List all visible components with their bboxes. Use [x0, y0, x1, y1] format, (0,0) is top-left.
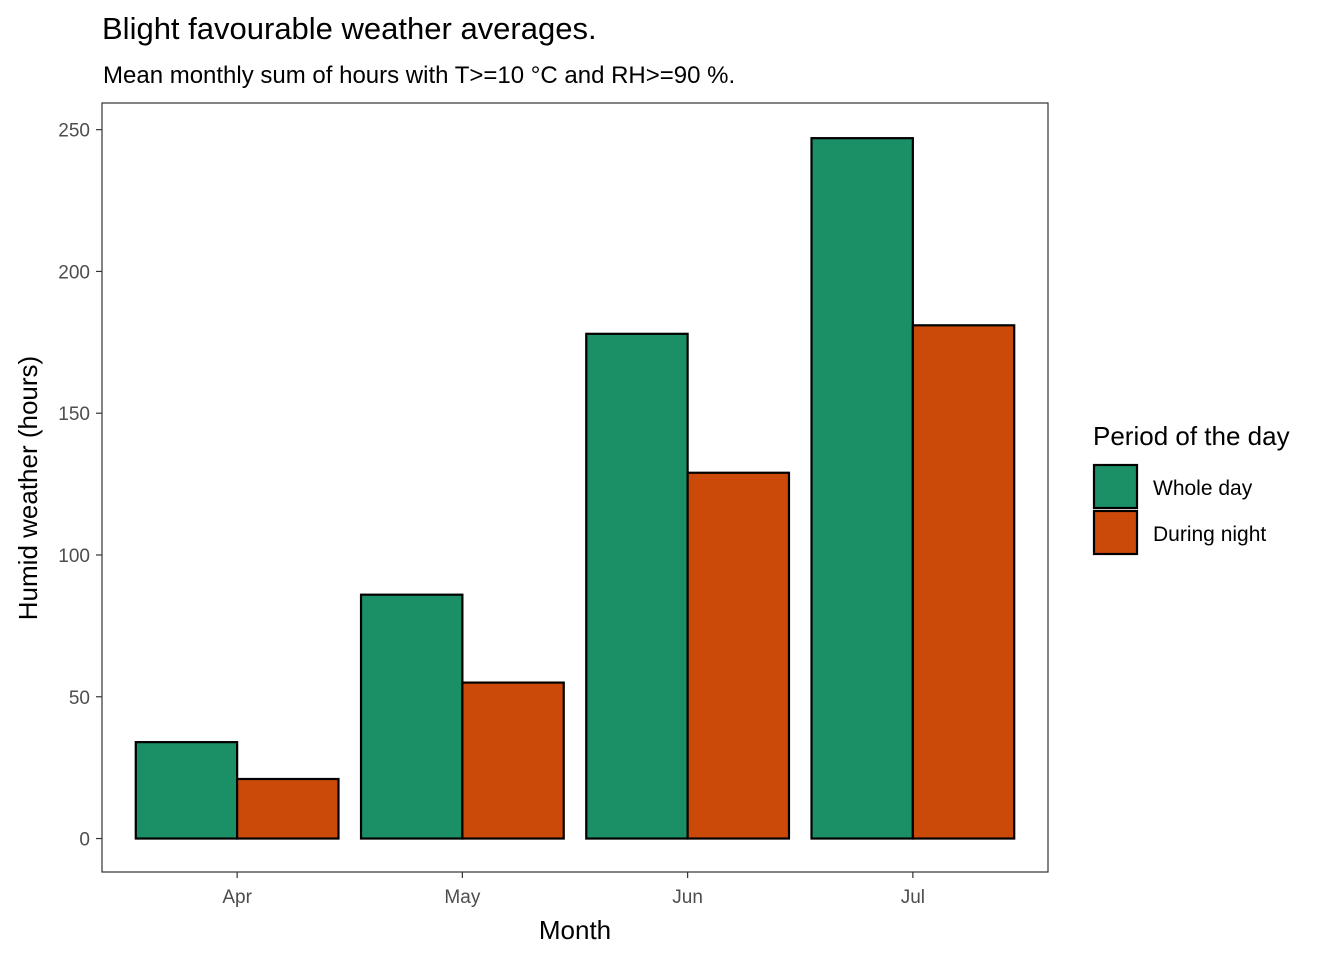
- x-axis: Apr May Jun Jul: [222, 872, 925, 908]
- x-axis-title: Month: [539, 915, 611, 945]
- y-axis: 0 50 100 150 200 250: [58, 121, 102, 851]
- bar-whole-day-jun: [585, 332, 689, 840]
- y-tick-label: 250: [58, 121, 90, 142]
- legend-label: During night: [1153, 523, 1266, 546]
- bar-whole-day-jul: [810, 137, 914, 840]
- x-tick-label: Jun: [672, 887, 703, 908]
- y-axis-title: Humid weather (hours): [13, 356, 43, 620]
- bars: [134, 137, 1016, 840]
- y-tick-label: 150: [58, 404, 90, 425]
- bar-during-night-may: [461, 681, 565, 840]
- legend-key: [1092, 463, 1139, 510]
- legend-key: [1092, 509, 1139, 556]
- legend-title: Period of the day: [1093, 421, 1290, 451]
- bar-during-night-apr: [236, 777, 340, 840]
- y-tick-label: 100: [58, 546, 90, 567]
- legend-label: Whole day: [1153, 477, 1253, 500]
- x-tick-label: May: [444, 887, 480, 908]
- chart-title: Blight favourable weather averages.: [102, 11, 597, 46]
- bar-during-night-jul: [911, 324, 1016, 840]
- chart-subtitle: Mean monthly sum of hours with T>=10 °C …: [103, 62, 735, 89]
- y-tick-label: 200: [58, 262, 90, 283]
- bar-whole-day-may: [359, 593, 464, 840]
- legend: Period of the day Whole day During night: [1092, 421, 1290, 556]
- y-tick-label: 0: [79, 830, 90, 851]
- bar-whole-day-apr: [134, 741, 239, 840]
- x-tick-label: Jul: [901, 887, 925, 908]
- y-tick-label: 50: [69, 688, 90, 709]
- bar-during-night-jun: [686, 471, 791, 840]
- x-tick-label: Apr: [222, 887, 252, 908]
